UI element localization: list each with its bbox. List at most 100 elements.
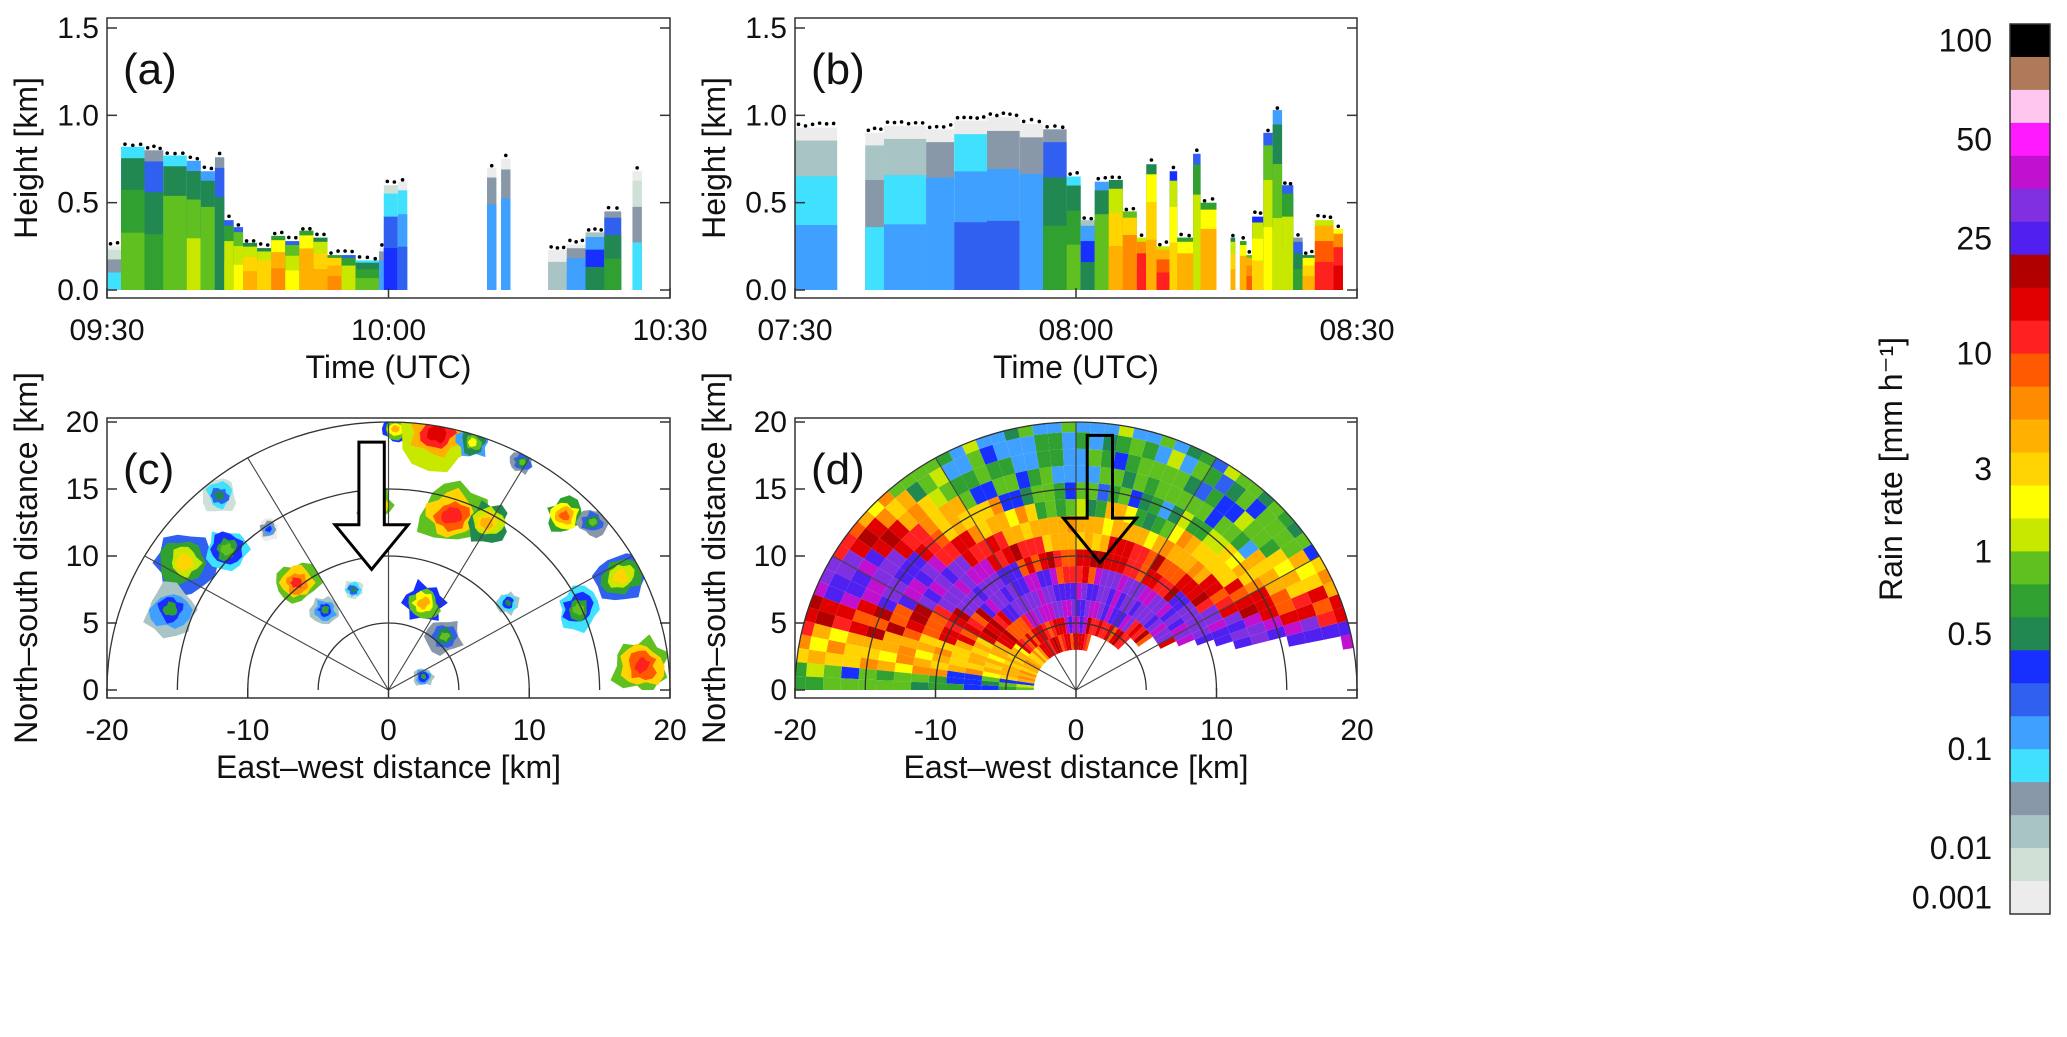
echo-cell	[1037, 605, 1049, 623]
echo-cell	[1114, 611, 1128, 629]
y-tick-label: 1.0	[57, 99, 99, 132]
echo-cell	[1076, 633, 1080, 650]
echo-column	[1146, 239, 1157, 290]
echo-cell	[1023, 451, 1040, 471]
colorbar-swatch	[2010, 848, 2050, 882]
echo-cell	[1060, 634, 1068, 652]
echo-cell	[1176, 633, 1195, 647]
echo-cell	[918, 515, 939, 536]
cloud-top-dot	[1187, 233, 1191, 238]
echo-column	[1193, 235, 1201, 290]
echo-cell	[1217, 569, 1238, 588]
echo-cell	[1165, 543, 1184, 563]
echo-cell	[983, 576, 1000, 594]
echo-cell	[1045, 422, 1062, 434]
echo-cell	[1040, 622, 1052, 640]
echo-cell	[1242, 612, 1263, 628]
echo-cell	[917, 595, 938, 612]
echo-cell	[912, 657, 932, 668]
echo-cell	[1135, 564, 1150, 583]
colorbar-tick-label: 1	[1974, 533, 1992, 569]
colorbar-swatch	[2010, 749, 2050, 783]
echo-cell	[983, 666, 1002, 675]
echo-cell	[1008, 489, 1025, 509]
echo-cell	[1250, 528, 1273, 549]
cloud-top-dot	[1053, 124, 1057, 128]
echo-cell	[1110, 589, 1122, 608]
echo-cell	[1112, 451, 1129, 471]
echo-cell	[978, 631, 997, 645]
echo-cell	[1090, 584, 1100, 602]
cloud-top-dot	[599, 228, 603, 232]
echo-cell	[162, 601, 178, 616]
echo-cell	[906, 502, 928, 524]
echo-cell	[1060, 422, 1076, 433]
echo-cell	[946, 683, 964, 690]
echo-cell	[1245, 498, 1268, 520]
echo-cell	[995, 568, 1011, 586]
echo-cell	[1150, 534, 1168, 554]
echo-cell	[852, 609, 873, 626]
echo-cell	[1299, 615, 1321, 632]
echo-cell	[909, 610, 929, 626]
echo-cell	[1226, 619, 1247, 634]
echo-cell	[1143, 549, 1159, 569]
azimuth-line	[388, 457, 530, 691]
echo-cell	[1084, 634, 1092, 652]
echo-cell	[1199, 604, 1219, 620]
echo-cell	[1027, 468, 1042, 487]
cloud-top-dot	[866, 128, 871, 133]
cloud-top-dot	[329, 251, 333, 255]
echo-cell	[1127, 579, 1141, 598]
x-tick-label: 10:00	[351, 314, 426, 347]
echo-cell	[1158, 519, 1177, 540]
cloud-top-dot	[1124, 207, 1129, 212]
cloud-top-dot	[1089, 216, 1094, 221]
cloud-top-dot	[236, 223, 241, 227]
echo-cell	[1069, 633, 1074, 650]
echo-column	[186, 238, 201, 290]
echo-cell	[1016, 540, 1031, 559]
echo-cell	[1029, 572, 1042, 590]
echo-cell	[1156, 558, 1173, 577]
cloud-top-dot	[108, 241, 113, 246]
echo-cell	[950, 651, 970, 663]
echo-column	[243, 271, 258, 290]
echo-cell	[967, 524, 985, 544]
echo-cell	[965, 567, 984, 586]
echo-column	[954, 222, 988, 290]
echo-cell	[985, 657, 1004, 668]
echo-cell	[946, 670, 965, 679]
cloud-top-dot	[1283, 181, 1287, 185]
echo-cell	[441, 506, 463, 524]
echo-cell	[908, 577, 929, 596]
echo-cell	[1092, 601, 1101, 619]
echo-cell	[1054, 635, 1063, 653]
echo-cell	[1136, 457, 1155, 477]
echo-cell	[214, 490, 225, 500]
x-tick-label: 10	[1200, 714, 1233, 747]
echo-cell	[439, 632, 451, 642]
echo-cell	[1184, 495, 1205, 516]
echo-cell	[871, 538, 894, 559]
echo-cell	[795, 647, 809, 663]
cloud-top-dot	[606, 205, 611, 210]
echo-cell	[1252, 558, 1274, 577]
x-tick-label: 07:30	[757, 314, 832, 347]
direction-arrow	[1060, 433, 1140, 566]
echo-cell	[1044, 621, 1055, 638]
echo-cell	[963, 622, 982, 637]
cloud-top-dot	[287, 235, 291, 240]
echo-cell	[1254, 507, 1277, 529]
echo-cell	[946, 677, 965, 685]
echo-cell	[1060, 549, 1070, 567]
echo-cell	[882, 586, 903, 604]
echo-cell	[1030, 484, 1045, 504]
echo-cell	[1131, 603, 1147, 620]
echo-cell	[1080, 599, 1086, 617]
echo-cell	[1202, 528, 1222, 549]
cloud-top-dot	[1202, 198, 1207, 203]
colorbar-swatch	[2010, 188, 2050, 223]
echo-cell	[1030, 628, 1044, 644]
